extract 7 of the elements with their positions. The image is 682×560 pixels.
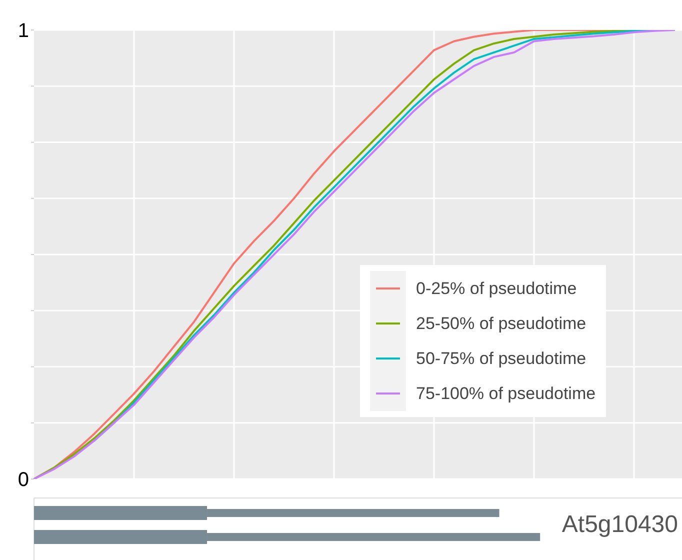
legend-label: 75-100% of pseudotime: [416, 384, 596, 404]
text: At5g10430: [562, 511, 678, 538]
y-tick-label: 1: [18, 20, 29, 42]
legend-label: 0-25% of pseudotime: [416, 278, 577, 298]
legend-label: 50-75% of pseudotime: [416, 348, 586, 368]
y-tick-label: 0: [18, 469, 29, 492]
legend-label: 25-50% of pseudotime: [416, 314, 586, 334]
